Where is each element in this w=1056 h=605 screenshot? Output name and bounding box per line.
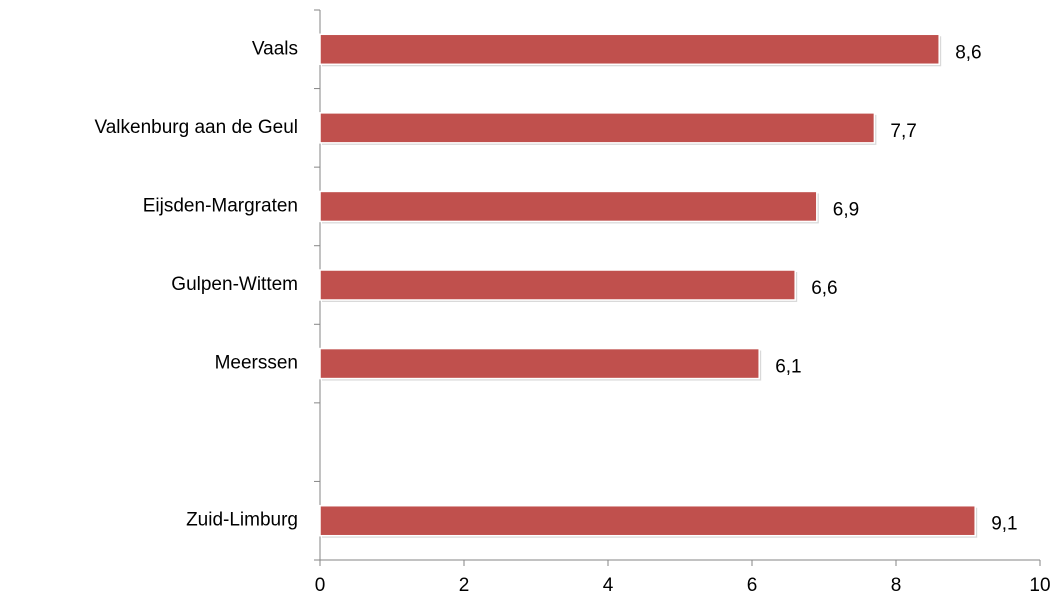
value-label: 9,1 [991,514,1017,535]
y-tick-label: Gulpen-Wittem [171,274,298,295]
bar [319,347,760,380]
value-label: 6,6 [811,278,837,299]
x-tick-label: 8 [891,575,902,596]
x-tick-label: 10 [1029,575,1050,596]
value-label: 6,1 [775,357,801,378]
x-tick-label: 6 [747,575,758,596]
value-label: 7,7 [890,121,916,142]
value-label: 8,6 [955,42,981,63]
bar [319,269,796,301]
x-tick-label: 2 [459,575,470,596]
y-tick-label: Eijsden-Margraten [143,195,298,216]
y-tick-label: Vaals [252,38,298,59]
bar [319,504,976,537]
bar [319,112,876,144]
bar [319,33,940,66]
value-label: 6,9 [833,199,859,220]
x-tick-label: 0 [315,575,326,596]
y-tick-label: Meerssen [215,353,298,374]
y-tick-label: Zuid-Limburg [186,510,298,531]
x-tick-label: 4 [603,575,614,596]
bar [319,190,818,223]
y-tick-label: Valkenburg aan de Geul [94,117,298,138]
